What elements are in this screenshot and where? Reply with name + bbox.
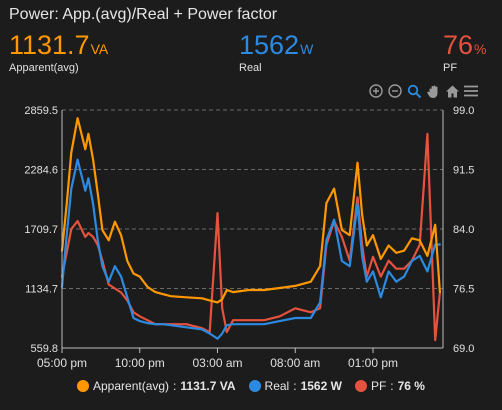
y-right-tick-label: 84.0 bbox=[453, 224, 474, 236]
legend-real-value: 1562 W bbox=[300, 379, 342, 393]
y-left-tick-label: 1134.7 bbox=[25, 284, 58, 296]
stat-pf-label: PF bbox=[443, 62, 458, 74]
legend-pf-marker bbox=[354, 380, 367, 392]
home-icon[interactable] bbox=[444, 83, 460, 99]
stat-real-label: Real bbox=[239, 62, 262, 74]
apparent-series-line bbox=[60, 117, 441, 304]
x-tick-label: 01:00 pm bbox=[348, 356, 398, 370]
y-left-tick-label: 1709.7 bbox=[24, 224, 58, 236]
legend-item-real[interactable]: Real: 1562 W bbox=[248, 379, 342, 393]
stat-apparent-label: Apparent(avg) bbox=[9, 62, 79, 74]
zoom-in-icon[interactable] bbox=[368, 83, 384, 99]
chart-series bbox=[60, 117, 441, 342]
stat-pf: 76% PF bbox=[443, 30, 487, 74]
x-tick-label: 08:00 am bbox=[270, 356, 320, 370]
chart-toolbar bbox=[368, 82, 500, 100]
real-series-line bbox=[60, 158, 441, 340]
y-right-tick-label: 76.5 bbox=[453, 284, 474, 296]
pf-series-line bbox=[60, 132, 441, 342]
stat-real-unit: W bbox=[300, 41, 314, 57]
stat-pf-unit: % bbox=[474, 41, 487, 57]
x-tick-label: 10:00 pm bbox=[115, 356, 165, 370]
power-chart: 2859.5 99.0 2284.6 91.5 1709.7 84.0 1134.7 76.5… bbox=[24, 105, 474, 370]
stat-real-value: 1562 bbox=[239, 30, 300, 60]
stat-pf-value: 76 bbox=[443, 30, 474, 60]
zoom-out-icon[interactable] bbox=[387, 83, 403, 99]
y-right-tick-label: 69.0 bbox=[453, 343, 474, 355]
legend-pf-value: 76 % bbox=[397, 379, 425, 393]
card-title: Power: App.(avg)/Real + Power factor bbox=[9, 6, 278, 23]
legend-apparent-value: 1131.7 VA bbox=[180, 379, 236, 393]
legend-apparent-name: Apparent(avg) bbox=[93, 379, 170, 393]
y-right-tick-label: 99.0 bbox=[453, 105, 474, 117]
legend-item-pf[interactable]: PF: 76 % bbox=[354, 379, 425, 393]
y-left-tick-label: 2284.6 bbox=[24, 165, 58, 177]
menu-icon[interactable] bbox=[463, 83, 479, 99]
chart-axes: 2859.5 99.0 2284.6 91.5 1709.7 84.0 1134.7 76.5… bbox=[24, 105, 474, 370]
legend-real-name: Real bbox=[264, 379, 290, 393]
stat-apparent-value: 1131.7 bbox=[9, 30, 90, 60]
y-left-tick-label: 2859.5 bbox=[24, 105, 58, 117]
x-tick-label: 03:00 am bbox=[192, 356, 242, 370]
y-right-tick-label: 91.5 bbox=[453, 165, 474, 177]
stat-apparent: 1131.7VA Apparent(avg) bbox=[9, 30, 109, 74]
chart-legend: Apparent(avg): 1131.7 VA Real: 1562 W PF… bbox=[0, 379, 502, 393]
stat-apparent-unit: VA bbox=[90, 41, 109, 57]
zoom-select-icon[interactable] bbox=[406, 83, 422, 99]
legend-pf-name: PF bbox=[370, 379, 387, 393]
pan-icon[interactable] bbox=[425, 83, 441, 99]
legend-real-marker bbox=[248, 380, 261, 392]
legend-apparent-marker bbox=[77, 380, 89, 392]
y-left-tick-label: 559.8 bbox=[30, 343, 58, 355]
stat-real: 1562W Real bbox=[239, 30, 314, 74]
legend-item-apparent[interactable]: Apparent(avg): 1131.7 VA bbox=[77, 379, 236, 393]
x-tick-label: 05:00 pm bbox=[37, 356, 87, 370]
